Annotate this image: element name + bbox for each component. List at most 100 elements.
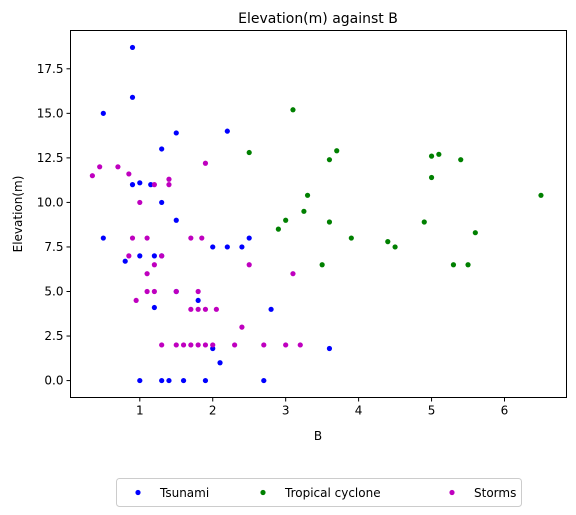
- data-point: [283, 342, 289, 348]
- data-point: [151, 262, 157, 268]
- data-point: [173, 130, 179, 136]
- data-point: [173, 217, 179, 223]
- legend-marker: [449, 489, 455, 496]
- series-1: [246, 107, 544, 268]
- data-point: [239, 324, 245, 330]
- data-point: [326, 219, 333, 225]
- data-point: [472, 230, 478, 236]
- data-point: [129, 235, 136, 241]
- data-point: [290, 107, 296, 113]
- data-point: [159, 146, 165, 152]
- legend-label: Tropical cyclone: [284, 486, 381, 500]
- x-tick-label: 2: [209, 404, 217, 418]
- data-point: [195, 288, 201, 295]
- legend-marker: [260, 489, 266, 496]
- y-tick-label: 7.5: [44, 240, 63, 254]
- data-point: [159, 199, 165, 206]
- data-point: [137, 199, 143, 206]
- data-point: [97, 164, 103, 170]
- x-tick-label: 4: [355, 404, 363, 418]
- legend: Tsunami Tropical cyclone Storms: [116, 478, 522, 507]
- data-point: [137, 180, 143, 186]
- data-point: [348, 235, 354, 241]
- legend-frame: [116, 478, 522, 507]
- data-point: [436, 151, 442, 157]
- data-point: [144, 271, 150, 277]
- data-point: [213, 306, 219, 312]
- y-tick-label: 10.0: [37, 195, 64, 209]
- y-tick-label: 5.0: [44, 284, 63, 298]
- data-point: [195, 342, 201, 348]
- x-tick-label: 1: [136, 404, 144, 418]
- data-point: [129, 44, 136, 51]
- data-point: [421, 219, 427, 225]
- data-point: [283, 217, 289, 223]
- data-point: [188, 342, 194, 348]
- data-point: [246, 262, 252, 268]
- data-point: [129, 94, 136, 100]
- data-point: [301, 208, 307, 214]
- data-point: [202, 306, 209, 312]
- data-point: [126, 171, 132, 177]
- y-tick-label: 15.0: [37, 106, 64, 120]
- data-point: [188, 306, 194, 312]
- data-point: [202, 160, 209, 166]
- data-point: [268, 306, 274, 312]
- data-point: [326, 345, 333, 352]
- data-point: [334, 148, 340, 154]
- data-point: [148, 182, 154, 188]
- series-0: [100, 44, 333, 384]
- data-point: [210, 342, 216, 348]
- y-tick-label: 0.0: [44, 374, 63, 388]
- data-point: [465, 262, 471, 268]
- data-point: [297, 342, 303, 348]
- data-point: [159, 253, 165, 259]
- legend-marker: [135, 489, 141, 496]
- data-point: [115, 164, 121, 170]
- data-point: [159, 377, 165, 384]
- data-point: [151, 253, 157, 259]
- y-tick-label: 2.5: [44, 329, 63, 343]
- data-point: [224, 128, 230, 134]
- data-point: [180, 342, 187, 348]
- data-point: [428, 174, 435, 181]
- data-point: [428, 153, 435, 159]
- data-point: [195, 297, 201, 304]
- data-point: [319, 262, 325, 268]
- x-axis-label: B: [314, 429, 322, 443]
- data-point: [458, 157, 464, 163]
- data-point: [290, 271, 296, 277]
- data-point: [137, 253, 143, 259]
- data-point: [144, 288, 150, 295]
- data-point: [224, 244, 230, 250]
- data-point: [246, 235, 252, 241]
- data-point: [133, 297, 139, 304]
- data-point: [180, 377, 187, 384]
- data-point: [304, 192, 311, 198]
- data-point: [126, 253, 132, 259]
- data-point: [232, 342, 238, 348]
- y-tick-label: 17.5: [37, 62, 64, 76]
- x-tick-label: 5: [428, 404, 436, 418]
- data-point: [239, 244, 245, 250]
- y-tick-label: 12.5: [37, 151, 64, 165]
- data-point: [129, 182, 136, 188]
- data-point: [137, 377, 143, 384]
- legend-label: Tsunami: [159, 486, 209, 500]
- data-point: [159, 342, 165, 348]
- data-point: [166, 176, 172, 182]
- data-points: [89, 44, 544, 384]
- data-point: [538, 192, 544, 198]
- data-point: [100, 110, 106, 116]
- data-point: [89, 173, 95, 179]
- data-point: [151, 288, 157, 295]
- chart-title: Elevation(m) against B: [238, 11, 398, 27]
- data-point: [100, 235, 106, 241]
- data-point: [392, 244, 398, 250]
- data-point: [261, 342, 267, 348]
- data-point: [122, 258, 128, 264]
- data-point: [261, 377, 267, 384]
- plot-area-frame: [70, 30, 567, 398]
- data-point: [151, 304, 157, 311]
